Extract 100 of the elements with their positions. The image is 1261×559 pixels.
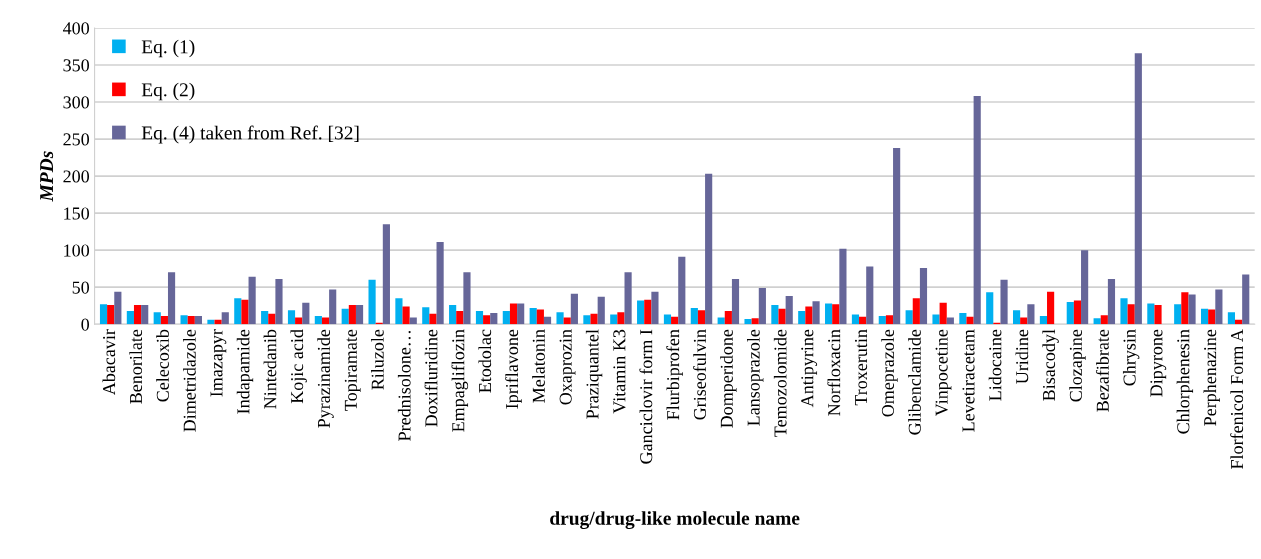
bar <box>1013 310 1021 325</box>
x-tick-label: Dipyrone <box>1150 329 1167 397</box>
bar <box>697 310 706 325</box>
x-tick-label: Troxerutin <box>855 329 868 406</box>
x-tick-label: Indapamide <box>236 329 254 414</box>
y-axis-title: MPDs <box>40 151 54 202</box>
bar <box>463 272 471 325</box>
bar <box>744 319 752 325</box>
bar <box>475 310 484 325</box>
bar <box>1039 316 1048 325</box>
bar <box>107 304 115 325</box>
x-axis-title: drug/drug-like molecule name <box>550 511 800 529</box>
legend-label: Eq. (1) <box>141 39 195 58</box>
bar <box>248 276 256 325</box>
bar <box>751 318 759 325</box>
bar <box>194 316 202 325</box>
x-tick-label: Topiramate <box>344 329 361 411</box>
bar <box>1027 304 1035 325</box>
bar <box>395 298 403 325</box>
bar <box>1215 289 1223 325</box>
bar <box>973 96 981 325</box>
bar <box>141 304 149 325</box>
bar <box>663 314 672 325</box>
bar <box>597 296 605 325</box>
bar <box>1181 292 1189 325</box>
x-tick-label: Prednisolone… <box>397 330 411 441</box>
bar <box>583 315 591 325</box>
bar <box>382 224 390 325</box>
x-tick-label: Melatonin <box>532 329 545 403</box>
bar <box>1047 291 1055 325</box>
x-tick-label: Empagliflozin <box>451 329 469 432</box>
bar <box>1134 53 1142 325</box>
y-tick-label: 400 <box>62 22 90 35</box>
x-tick-label: Abacavir <box>102 329 116 396</box>
bar <box>536 309 544 325</box>
bar <box>99 304 108 325</box>
bar <box>959 313 967 325</box>
bar <box>859 316 867 325</box>
bar <box>348 304 356 325</box>
bar <box>1093 318 1101 325</box>
x-tick-label: Lidocaine <box>988 329 1002 401</box>
bar <box>221 312 229 325</box>
bar <box>825 303 833 325</box>
bar <box>1242 274 1250 325</box>
x-tick-label: Antipyrine <box>801 329 818 408</box>
x-tick-label: Dimetridazole <box>183 329 196 432</box>
bar <box>905 310 913 325</box>
y-tick-label: 100 <box>64 244 90 257</box>
x-tick-label: Kojic acid <box>290 329 307 404</box>
y-tick-label: 200 <box>63 170 90 183</box>
bar <box>570 293 578 325</box>
bar <box>1174 304 1182 325</box>
y-tick-label: 150 <box>64 207 90 220</box>
bar <box>1120 298 1128 325</box>
bar <box>1147 303 1155 325</box>
bar <box>402 306 410 325</box>
bar <box>180 315 188 325</box>
bar <box>798 310 806 325</box>
y-tick-label: 350 <box>63 59 90 72</box>
x-tick-label: Oxaprozin <box>559 329 576 405</box>
x-tick-label: Temozolomide <box>773 329 787 437</box>
x-tick-label: Nintedanib <box>263 329 277 409</box>
x-tick-label: Bisacodyl <box>1042 329 1059 401</box>
bar <box>617 312 625 325</box>
bar <box>1227 312 1235 325</box>
bar <box>805 306 813 325</box>
bar <box>153 312 161 325</box>
bar <box>517 303 525 325</box>
bar <box>866 266 874 325</box>
bar <box>329 289 337 325</box>
x-tick-label: Glibenclamide <box>908 329 921 435</box>
bar <box>133 304 142 325</box>
x-tick-label: Flurbiprofen <box>666 329 683 420</box>
bar <box>832 304 840 325</box>
x-tick-label: Vitamin K3 <box>613 329 626 414</box>
bar <box>543 316 552 325</box>
bar <box>1100 315 1108 325</box>
bar <box>590 313 598 325</box>
bar <box>1000 279 1008 325</box>
bar <box>1073 300 1082 325</box>
bar <box>651 291 659 325</box>
bar <box>314 316 322 325</box>
x-tick-label: Imazapyr <box>210 329 227 397</box>
bar <box>912 298 920 325</box>
bar <box>114 291 122 325</box>
bar <box>690 307 698 325</box>
x-tick-label: Vinpocetine <box>935 329 952 417</box>
x-tick-label: Pyrazinamide <box>317 329 334 428</box>
x-tick-label: Chrysin <box>1122 329 1140 386</box>
y-tick-label: 250 <box>63 133 90 146</box>
x-tick-label: Domperidone <box>720 329 737 428</box>
x-tick-label: Bezafibrate <box>1095 329 1109 412</box>
bar <box>556 312 564 325</box>
bar <box>724 310 732 325</box>
x-tick-label: Uridine <box>1015 329 1029 384</box>
x-tick-label: Benorilate <box>129 329 143 404</box>
bar <box>160 316 168 325</box>
bar <box>893 147 901 325</box>
bar <box>671 316 679 325</box>
bar <box>490 313 498 325</box>
